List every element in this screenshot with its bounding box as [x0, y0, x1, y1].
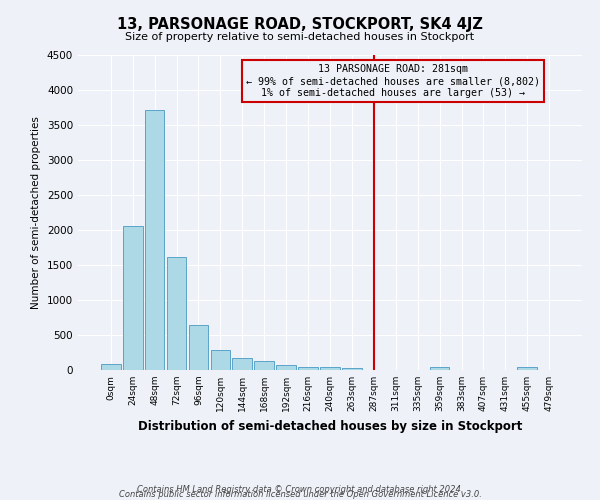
Bar [517, 367, 537, 370]
Bar [232, 358, 252, 370]
Text: 13 PARSONAGE ROAD: 281sqm
← 99% of semi-detached houses are smaller (8,802)
1% o: 13 PARSONAGE ROAD: 281sqm ← 99% of semi-… [246, 64, 540, 98]
Bar [254, 360, 274, 370]
Bar [211, 350, 230, 370]
Text: Size of property relative to semi-detached houses in Stockport: Size of property relative to semi-detach… [125, 32, 475, 42]
Y-axis label: Number of semi-detached properties: Number of semi-detached properties [31, 116, 41, 309]
Bar [167, 256, 187, 370]
Text: Contains HM Land Registry data © Crown copyright and database right 2024.: Contains HM Land Registry data © Crown c… [137, 485, 463, 494]
Bar [298, 367, 318, 370]
Bar [276, 365, 296, 370]
Bar [320, 367, 340, 370]
Text: 13, PARSONAGE ROAD, STOCKPORT, SK4 4JZ: 13, PARSONAGE ROAD, STOCKPORT, SK4 4JZ [117, 18, 483, 32]
Text: Contains public sector information licensed under the Open Government Licence v3: Contains public sector information licen… [119, 490, 481, 499]
Bar [101, 364, 121, 370]
Bar [188, 325, 208, 370]
Bar [145, 110, 164, 370]
X-axis label: Distribution of semi-detached houses by size in Stockport: Distribution of semi-detached houses by … [138, 420, 522, 432]
Bar [342, 368, 362, 370]
Bar [430, 367, 449, 370]
Bar [123, 226, 143, 370]
